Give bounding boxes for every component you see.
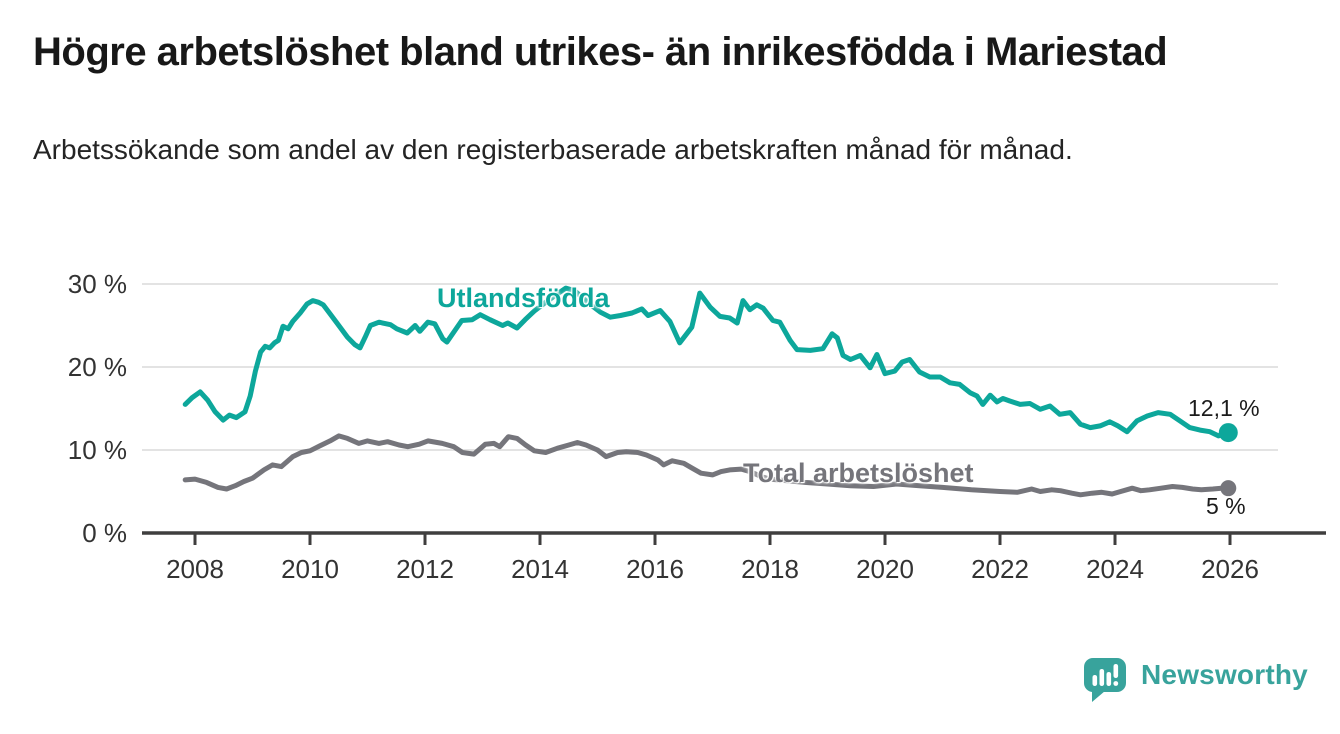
- series-line-0: [182, 285, 1231, 439]
- end-value-label-total: 5 %: [1206, 493, 1246, 519]
- svg-text:2014: 2014: [511, 554, 569, 584]
- svg-text:2024: 2024: [1086, 554, 1144, 584]
- svg-text:2010: 2010: [281, 554, 339, 584]
- svg-text:2018: 2018: [741, 554, 799, 584]
- end-value-label-utlandsfodda: 12,1 %: [1188, 395, 1260, 421]
- series-label-utlandsfodda: Utlandsfödda: [437, 283, 610, 313]
- svg-text:2016: 2016: [626, 554, 684, 584]
- series-label-total-arbetsloshet: Total arbetslöshet: [743, 458, 974, 488]
- x-axis: 2008 2010 2012 2014 2016 2018 2020 2022 2024 2026: [142, 531, 1326, 584]
- newsworthy-logo-icon: [1084, 658, 1126, 702]
- svg-text:2012: 2012: [396, 554, 454, 584]
- chart-title: Högre arbetslöshet bland utrikes- än inr…: [33, 30, 1168, 74]
- svg-text:0 %: 0 %: [82, 518, 127, 548]
- data-series: [182, 285, 1238, 498]
- series-end-dot-0: [1218, 423, 1238, 443]
- series-end-dot-1: [1220, 480, 1237, 497]
- series-line-1: [182, 433, 1231, 498]
- svg-text:2026: 2026: [1201, 554, 1259, 584]
- svg-text:30 %: 30 %: [68, 269, 127, 299]
- svg-text:2022: 2022: [971, 554, 1029, 584]
- svg-text:10 %: 10 %: [68, 435, 127, 465]
- y-axis-labels: 0 % 10 % 20 % 30 %: [68, 269, 127, 548]
- svg-text:2020: 2020: [856, 554, 914, 584]
- svg-text:2008: 2008: [166, 554, 224, 584]
- svg-text:20 %: 20 %: [68, 352, 127, 382]
- newsworthy-logo[interactable]: Newsworthy: [1082, 656, 1308, 706]
- chart-subtitle: Arbetssökande som andel av den registerb…: [33, 134, 1073, 165]
- newsworthy-logo-text: Newsworthy: [1141, 659, 1308, 690]
- gridlines: [142, 283, 1278, 451]
